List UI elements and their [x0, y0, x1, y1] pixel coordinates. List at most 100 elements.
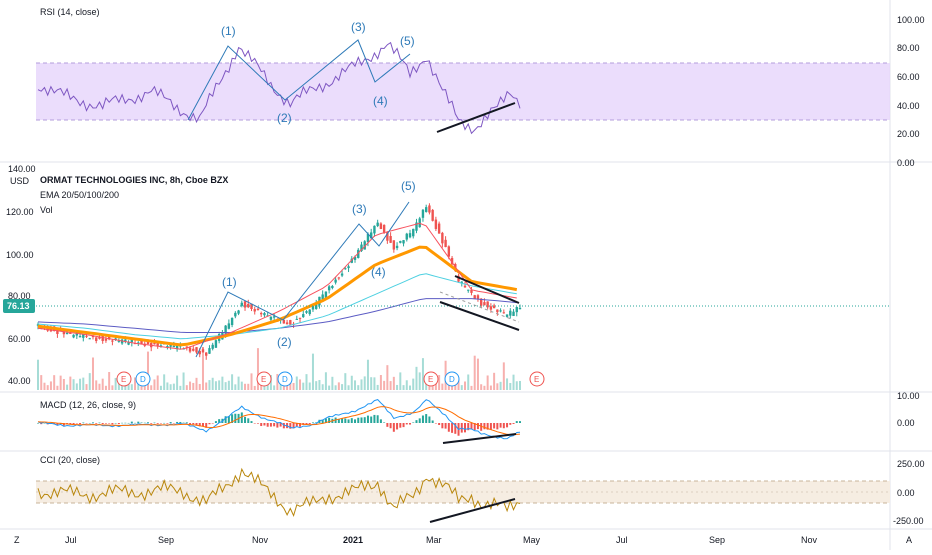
candle-body [347, 266, 350, 269]
candle-body [518, 307, 522, 310]
volume-bar [169, 384, 172, 390]
dividend-marker-3[interactable]: D [444, 371, 460, 387]
candle-body [208, 348, 211, 354]
macd-histogram-bar [201, 423, 204, 427]
macd-histogram-bar [464, 423, 467, 433]
volume-bar [269, 375, 272, 390]
volume-bar [189, 381, 192, 390]
candle-body [476, 295, 480, 300]
macd-histogram-bar [405, 423, 408, 425]
macd-histogram-bar [88, 422, 91, 424]
candle-body [75, 332, 79, 336]
macd-histogram-bar [224, 416, 227, 423]
dividend-marker-2[interactable]: D [277, 371, 293, 387]
macd-histogram-bar [473, 423, 476, 431]
volume-bar [311, 353, 314, 390]
macd-histogram-bar [234, 413, 237, 423]
price-wave-2: (2) [277, 335, 292, 349]
volume-bar [98, 383, 101, 390]
rsi-tick-40: 40.00 [897, 101, 920, 111]
macd-histogram-bar [211, 423, 214, 424]
macd-histogram-bar [166, 423, 169, 424]
dividend-marker-1[interactable]: D [135, 371, 151, 387]
candle-body [104, 338, 108, 341]
volume-bar [37, 359, 39, 390]
volume-bar [134, 377, 137, 390]
macd-histogram-bar [82, 422, 85, 424]
rsi-wave-2: (2) [277, 111, 292, 125]
volume-bar [260, 385, 263, 390]
macd-histogram-bar [311, 422, 314, 423]
candle-body [192, 348, 195, 351]
volume-bar [195, 377, 198, 390]
macd-histogram-bar [72, 423, 75, 425]
macd-histogram-bar [402, 423, 405, 428]
volume-bar [221, 376, 224, 390]
candle-body [82, 334, 85, 338]
volume-bar [250, 373, 253, 390]
macd-histogram-bar [108, 423, 111, 424]
x-axis: Jul Sep Nov 2021 Mar May Jul Sep Nov [65, 535, 818, 545]
candle-body [492, 305, 496, 309]
candle-body [399, 241, 402, 243]
volume-bar [321, 384, 324, 390]
candle-body [418, 218, 421, 228]
earnings-marker-2[interactable]: E [256, 371, 272, 387]
candle-body [188, 347, 192, 352]
cci-line [37, 467, 521, 518]
candle-body [499, 310, 502, 312]
candle-body [253, 309, 256, 312]
volume-bar [53, 375, 56, 390]
volume-bar [344, 373, 347, 390]
macd-trendline [442, 433, 517, 444]
volume-bar [493, 372, 496, 390]
volume-bar [240, 381, 243, 390]
auto-scale-a-button[interactable]: A [906, 535, 912, 545]
volume-bar [360, 379, 363, 390]
macd-histogram-bar [91, 422, 94, 423]
x-tick-mar: Mar [426, 535, 442, 545]
earnings-marker-1[interactable]: E [116, 371, 132, 387]
macd-histogram-bar [250, 421, 253, 423]
volume-bar [324, 372, 327, 390]
macd-histogram-bar [95, 423, 98, 424]
earnings-marker-4[interactable]: E [529, 371, 545, 387]
macd-histogram-bar [480, 423, 483, 431]
macd-histogram-bar [189, 423, 192, 425]
x-tick-jul2: Jul [616, 535, 628, 545]
candle-body [467, 289, 470, 291]
macd-histogram-bar [130, 421, 133, 423]
earnings-marker-3[interactable]: E [423, 371, 439, 387]
rsi-tick-60: 60.00 [897, 72, 920, 82]
volume-bar [198, 383, 201, 390]
candle-body [434, 219, 438, 229]
candle-body [159, 345, 163, 347]
volume-bar [247, 383, 250, 390]
volume-bar [483, 385, 486, 390]
candle-body [457, 275, 460, 282]
volume-bar [227, 380, 230, 390]
macd-histogram-bar [37, 423, 39, 424]
volume-bars [37, 347, 521, 390]
volume-bar [383, 380, 386, 390]
volume-bar [512, 374, 515, 390]
volume-bar [111, 385, 114, 390]
macd-histogram-bar [324, 418, 327, 423]
ema20-line [37, 222, 517, 350]
macd-histogram-bar [441, 423, 444, 429]
macd-histogram-bar [276, 423, 279, 428]
auto-scale-z-button[interactable]: Z [14, 535, 20, 545]
volume-bar [337, 382, 340, 390]
volume-bar [231, 374, 234, 390]
candle-body [166, 346, 169, 348]
ema50-line [37, 245, 518, 347]
volume-bar [341, 384, 344, 390]
macd-histogram-bar [195, 423, 198, 426]
cci-band [36, 481, 890, 503]
candle-body [331, 285, 334, 289]
candle-body [428, 205, 431, 213]
candle-body [512, 311, 515, 316]
channel-lower [439, 301, 520, 331]
candle-body [107, 336, 111, 340]
